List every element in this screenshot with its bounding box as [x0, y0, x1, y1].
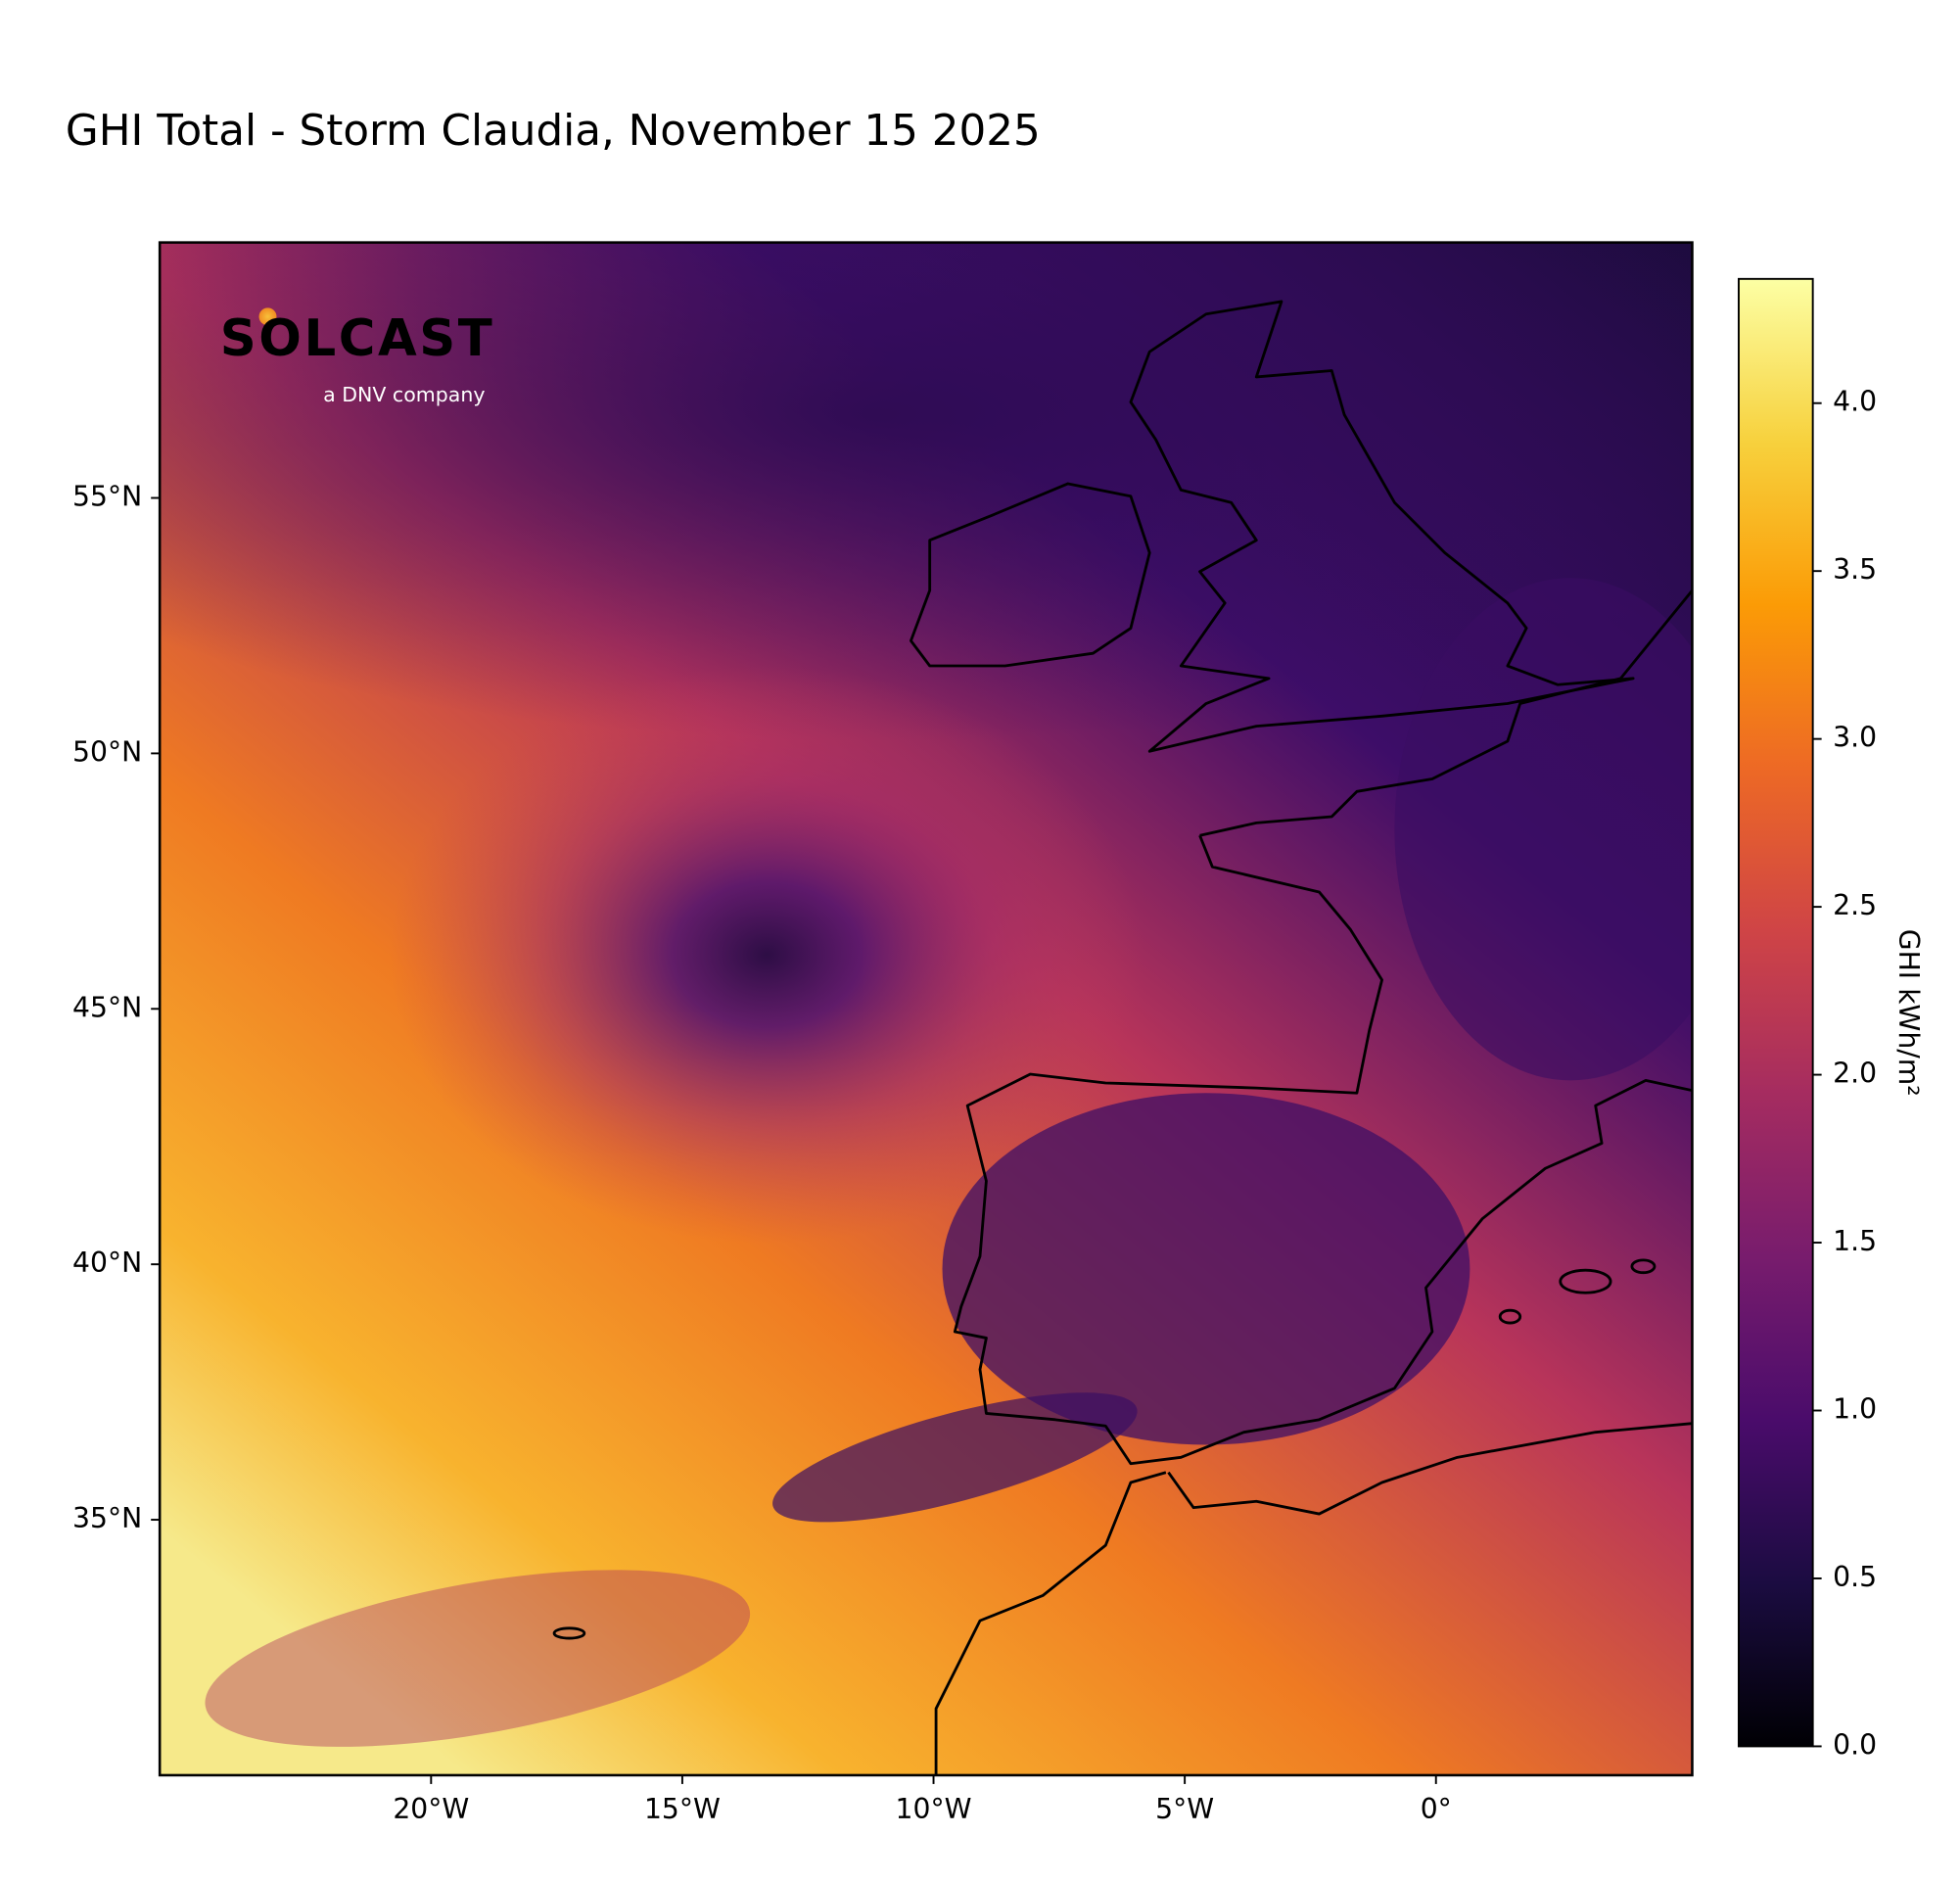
chart-title: GHI Total - Storm Claudia, November 15 2…	[66, 107, 1041, 156]
x-tick-label: 5°W	[1155, 1793, 1214, 1825]
colorbar-tick-label: 2.0	[1833, 1058, 1877, 1090]
colorbar-tick-label: 1.0	[1833, 1393, 1877, 1426]
colorbar-tick-label: 3.0	[1833, 722, 1877, 754]
logo-sun	[258, 307, 277, 326]
colorbar-tick-label: 2.5	[1833, 889, 1877, 921]
colorbar-tick-label: 4.0	[1833, 386, 1877, 418]
map-field	[160, 242, 1693, 1775]
y-tick-label: 45°N	[72, 991, 142, 1023]
colorbar-tick-label: 0.0	[1833, 1728, 1877, 1761]
logo-name: SOLCAST	[220, 309, 495, 368]
x-tick-label: 20°W	[393, 1793, 469, 1825]
y-tick-label: 50°N	[72, 735, 142, 768]
x-tick-label: 0°	[1421, 1793, 1452, 1825]
colorbar-tick-label: 3.5	[1833, 553, 1877, 586]
y-tick-label: 40°N	[72, 1247, 142, 1279]
y-tick-label: 35°N	[72, 1502, 142, 1534]
colorbar-tick-label: 0.5	[1833, 1561, 1877, 1593]
coastlines	[552, 300, 1693, 1775]
logo-tagline: a DNV company	[323, 383, 485, 406]
colorbar-tick-label: 1.5	[1833, 1225, 1877, 1257]
colorbar-label: GHI kWh/m²	[1892, 929, 1925, 1097]
y-tick-label: 55°N	[72, 481, 142, 513]
x-tick-label: 10°W	[896, 1793, 972, 1825]
logo: SOLCAST a DNV company	[220, 307, 495, 406]
x-tick-label: 15°W	[644, 1793, 721, 1825]
colorbar	[1737, 277, 1814, 1748]
